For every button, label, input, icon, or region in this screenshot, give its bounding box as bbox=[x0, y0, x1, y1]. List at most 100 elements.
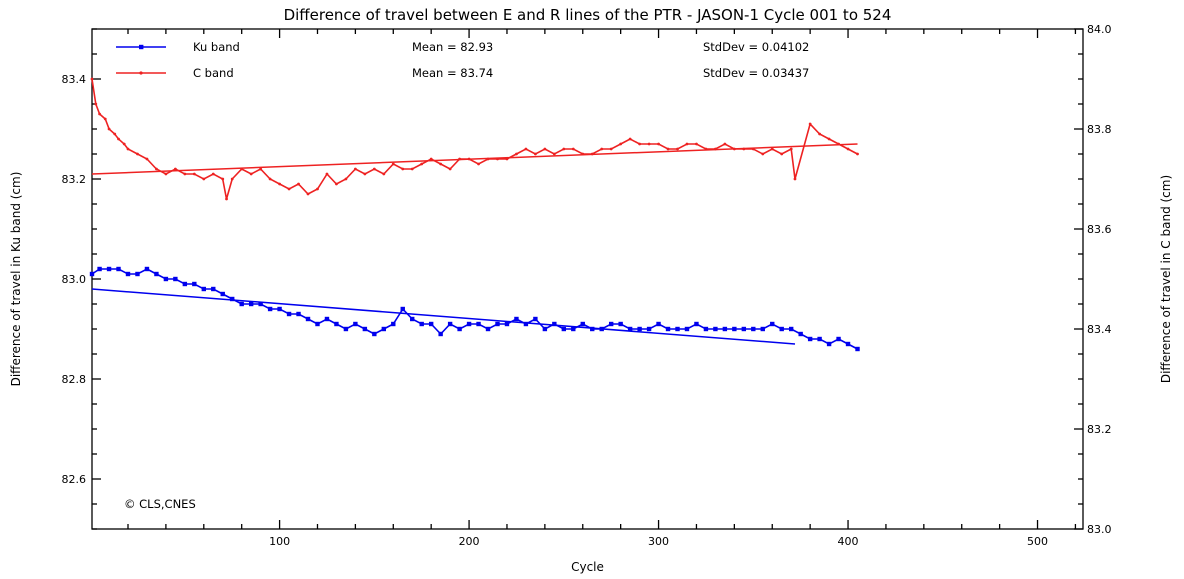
series-point-1 bbox=[164, 172, 168, 176]
series-point-1 bbox=[628, 137, 632, 141]
legend-mean-1: Mean = 83.74 bbox=[412, 66, 493, 80]
series-point-0 bbox=[608, 321, 614, 327]
series-point-0 bbox=[798, 331, 803, 337]
series-point-0 bbox=[504, 321, 510, 327]
y-right-tick-label: 83.8 bbox=[1087, 123, 1112, 136]
series-point-0 bbox=[618, 321, 623, 327]
series-point-1 bbox=[306, 192, 310, 196]
series-point-0 bbox=[135, 271, 140, 277]
x-tick-label: 400 bbox=[838, 535, 859, 548]
series-point-0 bbox=[286, 311, 292, 317]
series-point-1 bbox=[808, 122, 812, 126]
series-point-0 bbox=[305, 316, 311, 322]
series-layer bbox=[89, 77, 860, 352]
series-point-1 bbox=[600, 147, 604, 151]
series-line-1 bbox=[91, 78, 858, 200]
legend-std-0: StdDev = 0.04102 bbox=[703, 40, 809, 54]
series-point-0 bbox=[713, 326, 718, 332]
series-point-0 bbox=[580, 321, 585, 327]
series-point-0 bbox=[211, 286, 216, 292]
y-left-tick-label: 83.4 bbox=[62, 73, 87, 86]
series-point-0 bbox=[258, 301, 263, 307]
y-right-tick-label: 83.0 bbox=[1087, 523, 1112, 536]
legend-name-1: C band bbox=[193, 66, 234, 80]
series-point-0 bbox=[89, 271, 95, 277]
series-point-1 bbox=[429, 157, 433, 161]
series-point-1 bbox=[230, 177, 234, 181]
series-point-0 bbox=[807, 336, 813, 342]
series-point-1 bbox=[856, 152, 859, 156]
series-point-0 bbox=[675, 326, 680, 332]
series-point-1 bbox=[225, 197, 228, 201]
series-point-0 bbox=[495, 321, 500, 327]
series-point-0 bbox=[125, 271, 131, 277]
series-point-1 bbox=[676, 147, 679, 151]
series-point-0 bbox=[220, 291, 225, 297]
series-point-1 bbox=[183, 172, 187, 176]
series-point-1 bbox=[439, 162, 443, 166]
series-point-1 bbox=[325, 172, 329, 176]
series-point-1 bbox=[552, 152, 556, 156]
series-point-1 bbox=[278, 182, 281, 186]
x-tick-label: 100 bbox=[269, 535, 290, 548]
series-point-0 bbox=[485, 326, 491, 332]
y-axis-left-title: Difference of travel in Ku band (cm) bbox=[9, 172, 23, 387]
series-point-1 bbox=[533, 152, 537, 156]
legend-std-1: StdDev = 0.03437 bbox=[703, 66, 809, 80]
series-point-0 bbox=[391, 321, 396, 327]
trend-line-0 bbox=[91, 288, 796, 345]
series-point-0 bbox=[826, 341, 832, 347]
series-point-0 bbox=[836, 336, 841, 342]
y-right-tick-label: 83.2 bbox=[1087, 423, 1112, 436]
series-point-1 bbox=[609, 147, 613, 151]
series-point-0 bbox=[732, 326, 737, 332]
series-point-1 bbox=[136, 152, 139, 156]
series-point-0 bbox=[656, 321, 661, 327]
series-point-1 bbox=[353, 167, 357, 171]
series-point-0 bbox=[116, 266, 121, 272]
series-point-1 bbox=[695, 142, 698, 146]
series-point-0 bbox=[751, 326, 756, 332]
series-point-1 bbox=[126, 147, 130, 151]
series-point-1 bbox=[249, 172, 253, 176]
series-point-1 bbox=[113, 132, 117, 136]
series-point-0 bbox=[296, 311, 301, 317]
series-point-1 bbox=[122, 142, 126, 146]
series-point-0 bbox=[694, 321, 699, 327]
series-point-0 bbox=[343, 326, 349, 332]
series-point-0 bbox=[514, 316, 519, 322]
series-point-1 bbox=[103, 117, 107, 121]
series-point-0 bbox=[722, 326, 728, 332]
series-point-1 bbox=[543, 147, 547, 151]
series-point-1 bbox=[344, 177, 348, 181]
x-axis-title: Cycle bbox=[571, 560, 604, 574]
series-point-0 bbox=[410, 316, 415, 322]
trend-line-1 bbox=[91, 143, 858, 175]
y-right-tick-label: 83.6 bbox=[1087, 223, 1112, 236]
series-point-0 bbox=[523, 321, 529, 327]
series-point-1 bbox=[410, 167, 414, 171]
series-point-1 bbox=[562, 147, 566, 151]
series-point-1 bbox=[268, 177, 272, 181]
series-point-0 bbox=[353, 321, 358, 327]
x-tick-label: 300 bbox=[648, 535, 669, 548]
series-point-1 bbox=[117, 137, 120, 141]
legend-marker-1 bbox=[139, 71, 143, 75]
series-point-0 bbox=[97, 266, 102, 272]
series-point-1 bbox=[770, 147, 774, 151]
series-point-1 bbox=[90, 77, 94, 81]
series-point-0 bbox=[277, 306, 282, 312]
series-point-0 bbox=[561, 326, 567, 332]
y-left-tick-label: 82.8 bbox=[62, 373, 87, 386]
legend-mean-0: Mean = 82.93 bbox=[412, 40, 493, 54]
series-point-0 bbox=[163, 276, 169, 282]
y-left-tick-label: 83.0 bbox=[62, 273, 87, 286]
y-axis-right-title: Difference of travel in C band (cm) bbox=[1159, 175, 1173, 383]
series-point-0 bbox=[154, 271, 159, 277]
series-point-1 bbox=[107, 127, 111, 131]
series-point-0 bbox=[381, 326, 387, 332]
series-point-1 bbox=[827, 137, 831, 141]
series-point-1 bbox=[666, 147, 670, 151]
series-point-1 bbox=[155, 167, 158, 171]
